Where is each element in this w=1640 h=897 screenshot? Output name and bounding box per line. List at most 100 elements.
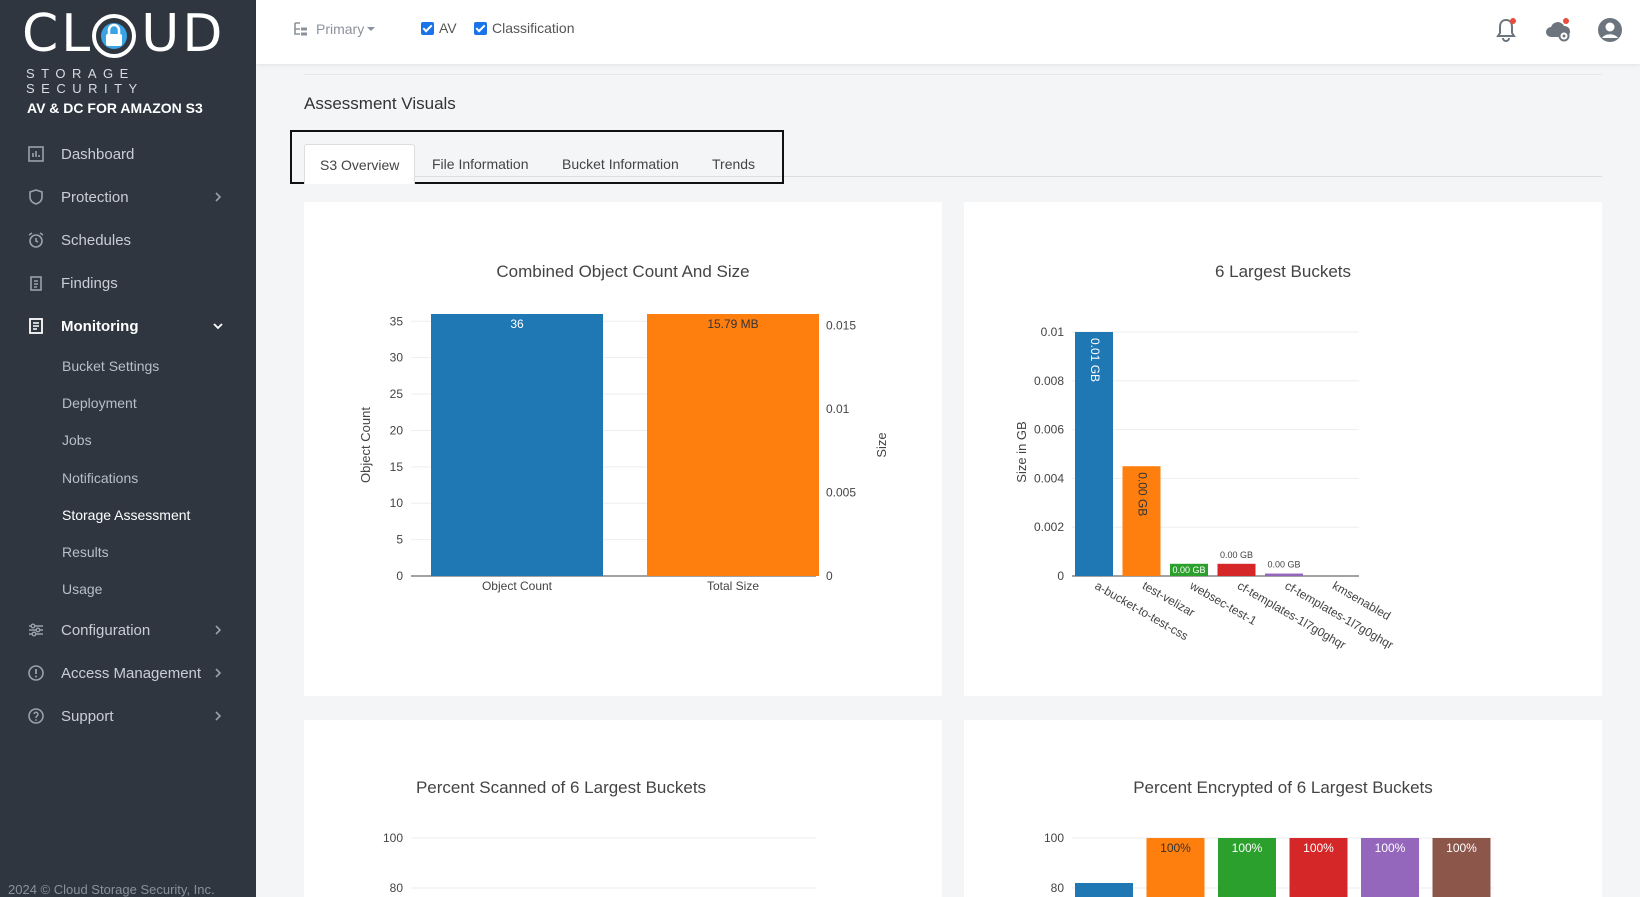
- bar[interactable]: [1361, 838, 1419, 897]
- chevron-right-icon: [215, 625, 222, 635]
- subnav-storage-assessment[interactable]: Storage Assessment: [62, 507, 191, 523]
- bar-data-label: 0.00 GB: [1220, 550, 1253, 560]
- chevron-right-icon: [215, 711, 222, 721]
- y-tick-label: 20: [390, 423, 404, 437]
- copyright: 2024 © Cloud Storage Security, Inc.: [8, 882, 215, 897]
- bar-data-label: 0.01 GB: [1088, 338, 1102, 382]
- bar-data-label: 100%: [1375, 841, 1406, 855]
- percent-encrypted-chart: 100 80 100% 100% 100% 100% 100%: [1044, 831, 1494, 897]
- nav-findings-label: Findings: [61, 274, 118, 292]
- av-checkbox[interactable]: AV: [421, 20, 457, 36]
- subnav-usage[interactable]: Usage: [62, 581, 103, 597]
- y-tick-label: 15: [390, 460, 404, 474]
- nav-access-management[interactable]: Access Management: [0, 653, 256, 693]
- bar[interactable]: [1217, 563, 1256, 576]
- logo-subtitle: STORAGE SECURITY: [26, 66, 144, 96]
- divider: [304, 74, 1602, 75]
- bar[interactable]: [1075, 332, 1113, 576]
- bar[interactable]: [1432, 838, 1491, 897]
- y-tick-label: 0: [396, 569, 403, 583]
- classification-checkbox[interactable]: Classification: [474, 20, 574, 36]
- nav-schedules-label: Schedules: [61, 231, 132, 249]
- nav-access-label: Access Management: [61, 664, 202, 682]
- tab-divider: [304, 176, 1602, 177]
- y-tick-label: 30: [390, 351, 404, 365]
- tab-s3-overview[interactable]: S3 Overview: [304, 144, 416, 184]
- caret-down-icon: [367, 27, 376, 31]
- y-tick-label: 80: [1051, 881, 1065, 895]
- subnav-bucket-settings[interactable]: Bucket Settings: [62, 358, 160, 374]
- product-name: AV & DC FOR AMAZON S3: [27, 100, 203, 116]
- nav-dashboard[interactable]: Dashboard: [0, 134, 256, 174]
- nav-monitoring-label: Monitoring: [61, 317, 139, 335]
- y2-tick-label: 0: [826, 569, 833, 583]
- y-tick-label: 0.01: [1041, 325, 1065, 339]
- y2-tick-label: 0.005: [826, 486, 856, 500]
- dashboard-icon: [28, 146, 44, 162]
- percent-scanned-chart: 100 80: [383, 831, 816, 895]
- y-tick-label: 80: [390, 881, 404, 895]
- chevron-down-icon: [213, 323, 223, 330]
- bar[interactable]: [1075, 883, 1133, 897]
- checkbox-checked-icon: [421, 21, 434, 35]
- bar[interactable]: [1265, 573, 1303, 576]
- subnav-deployment[interactable]: Deployment: [62, 395, 137, 411]
- y-axis-title: Size in GB: [1014, 421, 1029, 482]
- help-circle-icon: [28, 708, 44, 724]
- subnav-jobs[interactable]: Jobs: [62, 432, 92, 448]
- y-axis-title: Object Count: [358, 407, 373, 483]
- chart-title: 6 Largest Buckets: [1214, 262, 1352, 281]
- bar-data-label: 100%: [1160, 841, 1191, 855]
- nav-monitoring[interactable]: Monitoring: [0, 306, 256, 346]
- nav-protection[interactable]: Protection: [0, 177, 256, 217]
- tab-trends[interactable]: Trends: [712, 156, 756, 172]
- y-tick-label: 100: [383, 831, 403, 845]
- logo-wordmark: CL UD: [22, 4, 226, 64]
- info-circle-icon: [28, 665, 44, 681]
- bar[interactable]: [1170, 563, 1208, 576]
- tab-file-information[interactable]: File Information: [432, 156, 529, 172]
- subnav-notifications[interactable]: Notifications: [62, 470, 139, 486]
- nav-configuration[interactable]: Configuration: [0, 610, 256, 650]
- combined-chart: 0 5 10 15 20 25 30 35 0 0.005 0.01 0.015 36 Object Co…: [358, 314, 889, 593]
- bar-data-label: 15.79 MB: [707, 317, 758, 331]
- bar[interactable]: [1122, 466, 1161, 576]
- primary-label: Primary: [316, 21, 365, 37]
- nav-support[interactable]: Support: [0, 696, 256, 736]
- logo[interactable]: CL UD STORAGE SECURITY: [22, 4, 232, 96]
- report-icon: [29, 318, 43, 334]
- bar[interactable]: [1218, 838, 1276, 897]
- bar[interactable]: [647, 314, 819, 576]
- bar[interactable]: [1289, 838, 1348, 897]
- bar[interactable]: [1146, 838, 1205, 897]
- user-avatar-icon[interactable]: [1596, 16, 1624, 44]
- logo-lock-icon: [92, 14, 136, 58]
- checkbox-checked-icon: [474, 21, 487, 35]
- y-tick-label: 0: [1057, 569, 1064, 583]
- y2-tick-label: 0.015: [826, 319, 856, 333]
- bar-data-label: 36: [510, 317, 524, 331]
- y-tick-label: 0.008: [1034, 374, 1064, 388]
- chevron-right-icon: [215, 668, 222, 678]
- bar[interactable]: [431, 314, 603, 576]
- sliders-icon: [29, 623, 43, 637]
- y2-tick-label: 0.01: [826, 402, 850, 416]
- y-tick-label: 0.004: [1034, 471, 1064, 485]
- tab-bucket-information[interactable]: Bucket Information: [562, 156, 679, 172]
- chart-card-scanned: Percent Scanned of 6 Largest Buckets 100…: [304, 720, 942, 897]
- nav-findings[interactable]: Findings: [0, 263, 256, 303]
- tab-bar: S3 Overview File Information Bucket Info…: [290, 130, 784, 184]
- primary-selector[interactable]: Primary: [292, 20, 376, 38]
- classification-label: Classification: [492, 20, 575, 36]
- chevron-right-icon: [215, 192, 222, 202]
- y-tick-label: 35: [390, 314, 404, 328]
- y2-axis-title: Size: [874, 432, 889, 457]
- cloud-settings-icon[interactable]: [1544, 16, 1572, 44]
- hierarchy-icon: [294, 22, 307, 36]
- bell-icon[interactable]: [1492, 16, 1520, 44]
- x-tick-label: Object Count: [482, 579, 553, 593]
- nav-schedules[interactable]: Schedules: [0, 220, 256, 260]
- subnav-results[interactable]: Results: [62, 544, 109, 560]
- y-tick-label: 100: [1044, 831, 1064, 845]
- bar-data-label: 0.00 GB: [1135, 472, 1149, 516]
